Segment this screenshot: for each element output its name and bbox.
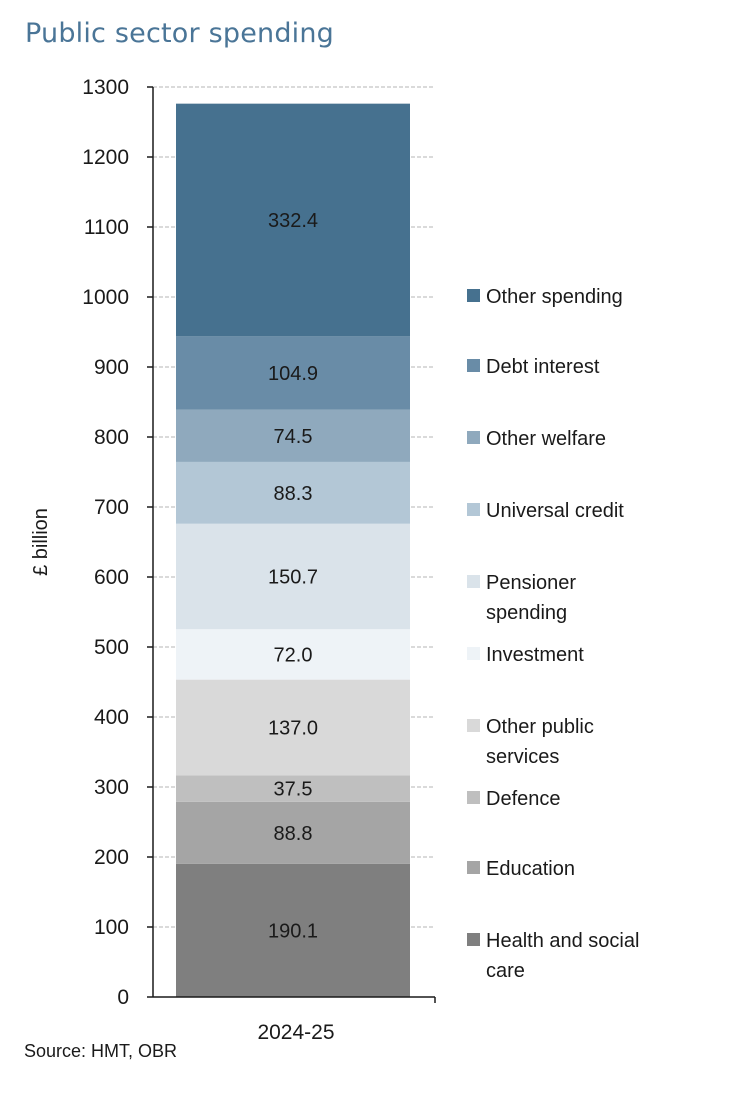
data-label: 150.7 [268, 566, 318, 588]
bar-segment [176, 679, 410, 776]
legend-label: Other spending [486, 286, 623, 308]
legend-label: spending [486, 602, 567, 624]
legend-label: Investment [486, 644, 584, 666]
bar-segment [176, 801, 410, 864]
bar-segment [176, 863, 410, 997]
y-tick-label: 0 [117, 986, 129, 1009]
legend-label: care [486, 960, 525, 982]
legend-label: Pensioner [486, 572, 576, 594]
legend-swatch [467, 933, 480, 946]
legend-swatch [467, 289, 480, 302]
legend-label: Universal credit [486, 500, 624, 522]
y-tick-label: 1000 [82, 286, 129, 309]
y-tick-label: 900 [94, 356, 129, 379]
y-tick-label: 400 [94, 706, 129, 729]
legend-swatch [467, 575, 480, 588]
data-label: 88.8 [274, 823, 313, 845]
y-tick-label: 500 [94, 636, 129, 659]
data-label: 332.4 [268, 210, 318, 232]
legend-label: Debt interest [486, 356, 600, 378]
legend-label: Education [486, 858, 575, 880]
y-tick-label: 700 [94, 496, 129, 519]
legend-swatch [467, 359, 480, 372]
data-label: 74.5 [274, 426, 313, 448]
legend-swatch [467, 791, 480, 804]
y-tick-label: 600 [94, 566, 129, 589]
bar-segment [176, 775, 410, 802]
data-label: 104.9 [268, 363, 318, 385]
data-label: 88.3 [274, 483, 313, 505]
legend-swatch [467, 647, 480, 660]
y-tick-label: 800 [94, 426, 129, 449]
data-label: 72.0 [274, 644, 313, 666]
legend-label: services [486, 746, 559, 768]
bar-segment [176, 461, 410, 524]
y-tick-label: 1300 [82, 76, 129, 99]
bar-segment [176, 336, 410, 410]
y-tick-label: 300 [94, 776, 129, 799]
bar-segment [176, 629, 410, 680]
y-tick-label: 200 [94, 846, 129, 869]
y-axis-label: £ billion [30, 508, 52, 576]
data-label: 137.0 [268, 718, 318, 740]
legend-label: Defence [486, 788, 561, 810]
legend-label: Other welfare [486, 428, 606, 450]
legend-swatch [467, 503, 480, 516]
bar-segment [176, 409, 410, 462]
legend-label: Health and social [486, 930, 639, 952]
bar-segment [176, 103, 410, 337]
data-label: 37.5 [274, 779, 313, 801]
legend-swatch [467, 861, 480, 874]
bar-segment [176, 523, 410, 630]
legend-swatch [467, 431, 480, 444]
legend-swatch [467, 719, 480, 732]
y-tick-label: 100 [94, 916, 129, 939]
y-tick-label: 1100 [84, 216, 129, 239]
y-tick-label: 1200 [82, 146, 129, 169]
source-note: Source: HMT, OBR [24, 1041, 177, 1061]
data-label: 190.1 [268, 920, 318, 942]
chart-title: Public sector spending [25, 18, 335, 49]
x-tick-label: 2024-25 [257, 1021, 334, 1044]
legend-label: Other public [486, 716, 594, 738]
